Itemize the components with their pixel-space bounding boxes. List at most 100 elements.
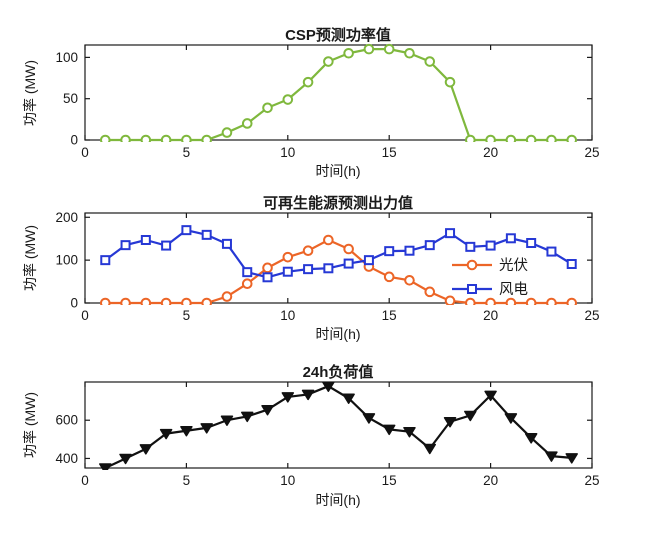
load-marker [382, 424, 396, 436]
csp-chart-title: CSP预测功率值 [285, 27, 391, 44]
wind-marker [120, 240, 131, 251]
load-marker [119, 453, 132, 465]
wind-marker [546, 246, 557, 257]
csp-marker [444, 76, 456, 88]
x-tick-label: 10 [280, 145, 295, 160]
pv-marker [465, 297, 476, 305]
pv-marker [181, 297, 192, 305]
x-tick-label: 20 [483, 145, 498, 160]
wind-marker [303, 264, 314, 275]
load-marker [139, 444, 153, 455]
csp-marker [99, 134, 111, 142]
wind-marker [445, 228, 456, 239]
csp-marker [181, 134, 192, 142]
load-x-axis-label: 时间(h) [315, 492, 361, 508]
load-marker [504, 413, 518, 424]
y-tick-label: 400 [55, 451, 78, 466]
wind-marker [467, 284, 477, 294]
wind-marker [262, 272, 273, 283]
plot-box [84, 381, 593, 469]
load-marker [362, 413, 376, 424]
csp-marker [546, 134, 557, 142]
csp-marker [424, 56, 436, 67]
pv-marker [485, 297, 496, 305]
load-marker [403, 426, 416, 438]
load-marker [240, 411, 254, 423]
pv-marker [525, 297, 537, 305]
pv-marker [99, 297, 111, 305]
pv-marker [120, 297, 131, 305]
x-tick-label: 10 [280, 308, 295, 323]
series-load [104, 385, 572, 469]
renewable-x-axis-label: 时间(h) [315, 326, 361, 342]
pv-marker [201, 297, 212, 305]
y-tick-label: 200 [55, 210, 78, 225]
wind-marker [161, 240, 172, 251]
plot-box [84, 212, 593, 304]
load-marker [322, 381, 335, 392]
wind-marker [505, 233, 516, 244]
load-marker [220, 415, 234, 426]
pv-marker [444, 295, 456, 305]
load-marker [342, 393, 355, 404]
pv-marker [140, 297, 152, 305]
csp-marker [363, 43, 375, 55]
x-tick-label: 0 [81, 145, 89, 160]
csp-marker [160, 134, 172, 142]
series-csp [105, 48, 572, 142]
load-marker [545, 451, 558, 462]
x-tick-label: 20 [483, 473, 498, 488]
load-marker [423, 443, 437, 455]
pv-marker [466, 259, 478, 271]
x-tick-label: 20 [483, 308, 498, 323]
y-tick-label: 0 [70, 296, 78, 311]
load-marker [281, 392, 295, 403]
wind-marker [424, 240, 435, 251]
csp-marker [505, 134, 517, 142]
csp-marker [120, 134, 131, 142]
load-marker [484, 390, 497, 402]
csp-marker [465, 134, 476, 142]
x-tick-label: 15 [382, 308, 397, 323]
csp-marker [262, 102, 273, 114]
pv-marker [282, 251, 294, 263]
pv-marker [323, 234, 334, 246]
load-marker [159, 428, 173, 440]
pv-marker [505, 297, 517, 305]
x-tick-label: 15 [382, 145, 397, 160]
csp-marker [485, 134, 496, 142]
wind-marker [566, 259, 577, 269]
csp-marker [343, 47, 354, 59]
y-tick-label: 600 [55, 413, 78, 428]
wind-marker [404, 245, 415, 256]
pv-marker [343, 243, 354, 255]
pv-marker [546, 297, 557, 305]
csp-marker [383, 43, 395, 55]
x-tick-label: 25 [584, 145, 599, 160]
wind-marker [221, 238, 232, 249]
load-marker [261, 404, 274, 416]
load-marker [464, 410, 477, 422]
wind-marker [282, 266, 293, 277]
plot-box [84, 44, 593, 141]
load-marker [200, 423, 213, 434]
y-tick-label: 100 [55, 253, 78, 268]
x-tick-label: 0 [81, 308, 89, 323]
pv-marker [383, 271, 395, 283]
pv-marker [566, 297, 578, 305]
y-tick-label: 100 [55, 50, 78, 65]
wind-marker [384, 246, 395, 257]
legend-label-wind: 风电 [499, 281, 528, 298]
pv-marker [160, 297, 172, 305]
wind-marker [526, 238, 537, 248]
csp-marker [221, 127, 233, 138]
legend-label-pv: 光伏 [499, 257, 528, 274]
chart-0: 0 5 10 15 20 25 0 50 100 [55, 43, 600, 160]
load-marker [301, 389, 315, 401]
wind-marker [201, 229, 212, 240]
x-tick-label: 5 [183, 473, 191, 488]
